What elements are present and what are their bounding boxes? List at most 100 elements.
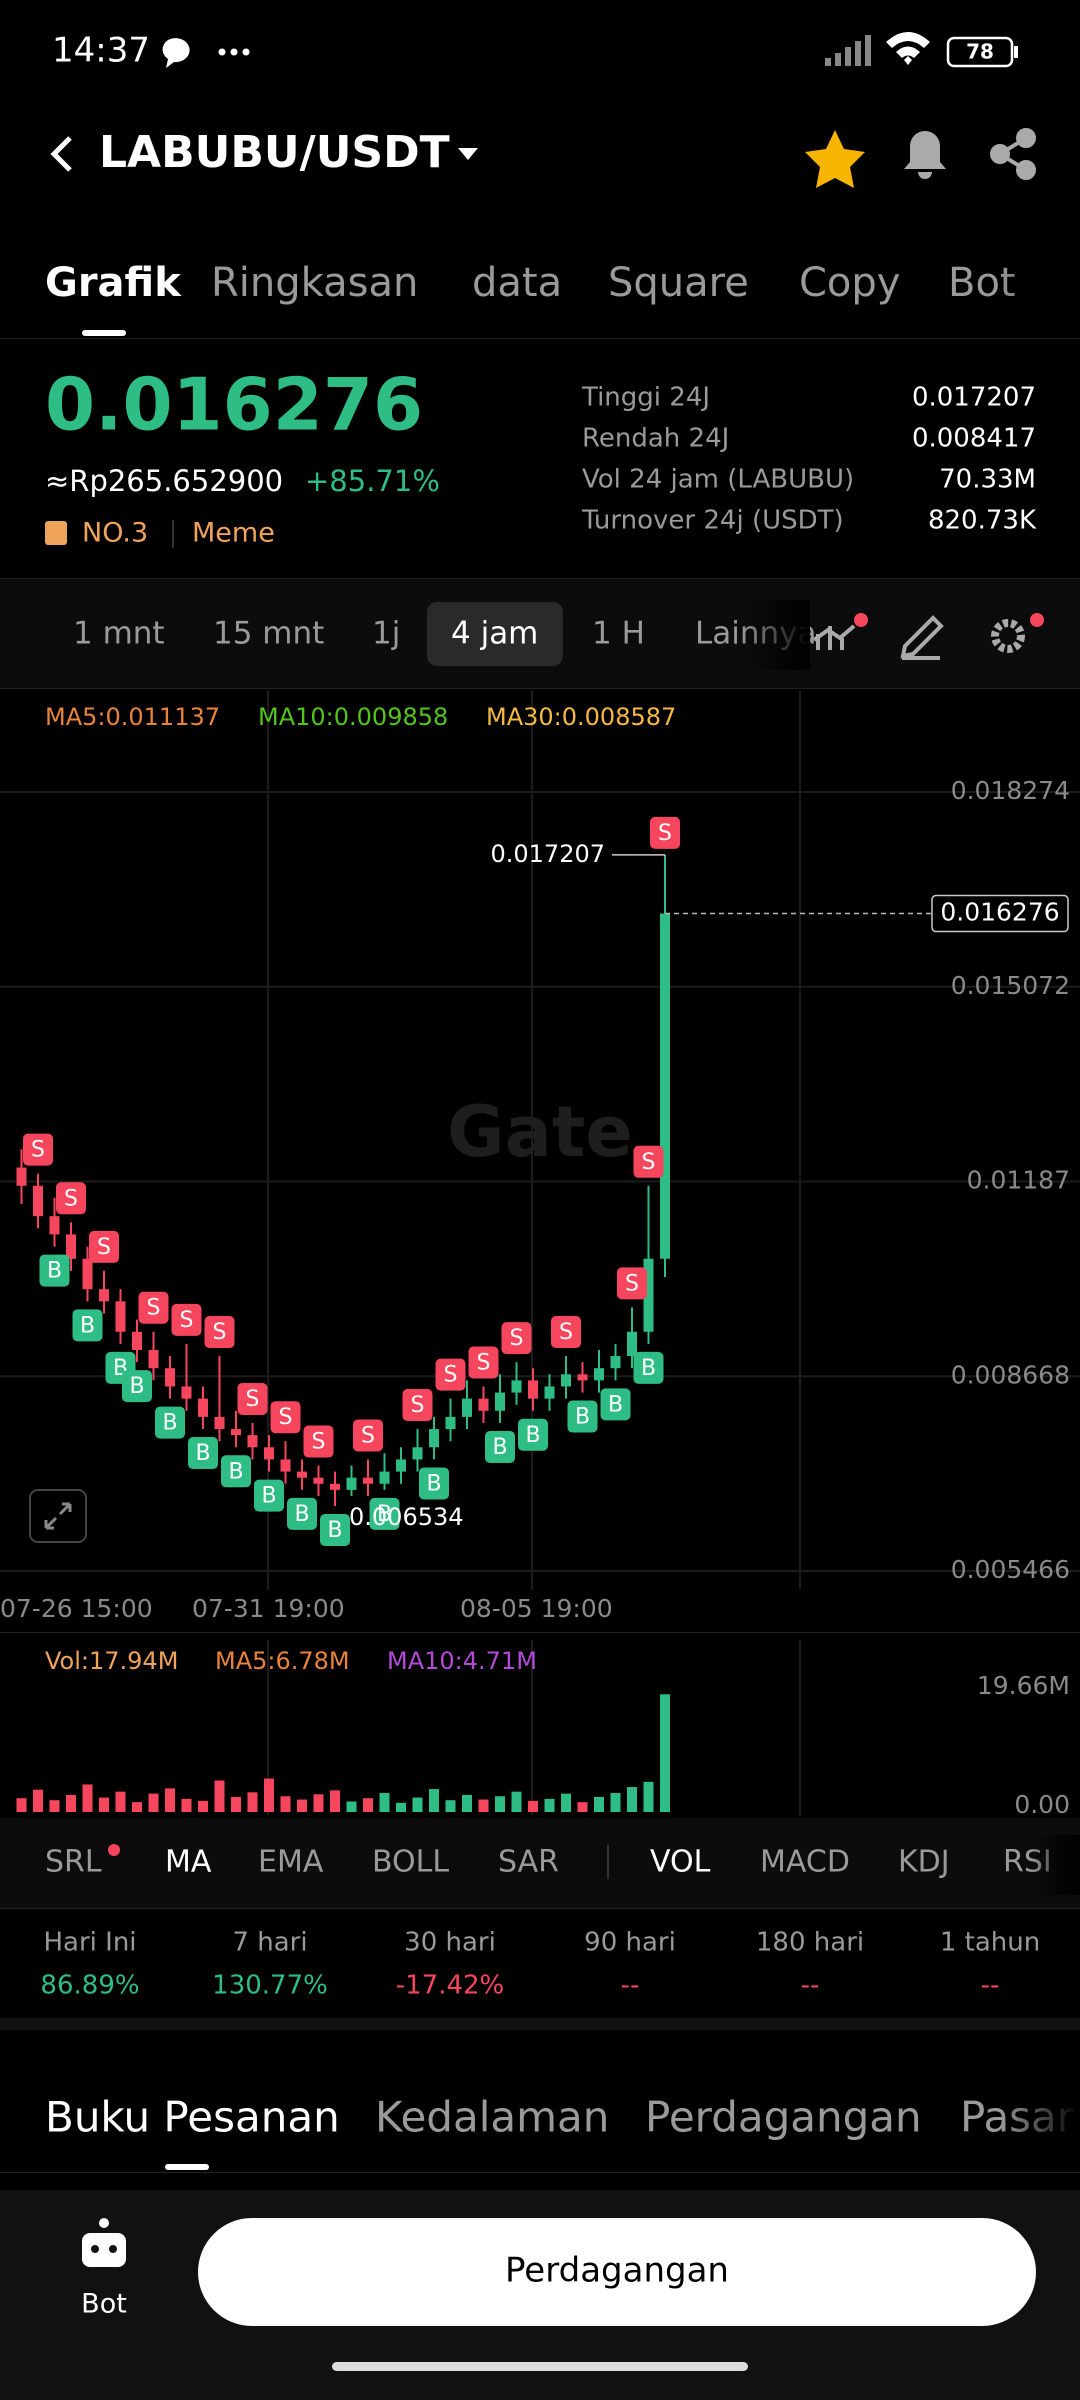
volume-bar — [82, 1784, 93, 1812]
trade-marker — [617, 1267, 647, 1300]
trade-marker — [270, 1401, 301, 1434]
book-tab[interactable]: Kedalaman — [375, 2093, 609, 2142]
interval[interactable]: 1 mnt — [73, 616, 165, 652]
candle-body — [346, 1477, 357, 1490]
pair-title[interactable]: LABUBU/USDT — [99, 127, 450, 178]
trade-marker — [23, 1133, 53, 1166]
tab[interactable]: data — [472, 260, 562, 306]
indicator-tab[interactable]: SAR — [498, 1845, 559, 1880]
trade-marker-label: B — [195, 1441, 210, 1466]
trade-marker-label: B — [129, 1374, 144, 1399]
trade-marker — [501, 1322, 532, 1355]
low-label: 0.006534 — [349, 1503, 464, 1531]
back-button[interactable] — [50, 136, 72, 172]
indicator-tab[interactable]: KDJ — [898, 1845, 950, 1880]
return-value: -- — [981, 1971, 1000, 2001]
volume-bar — [561, 1793, 571, 1812]
section-gap — [0, 2018, 1080, 2030]
pair-dropdown[interactable] — [458, 148, 478, 160]
tab[interactable]: Square — [608, 260, 749, 306]
book-tab[interactable]: Buku Pesanan — [45, 2093, 340, 2142]
volume-bar — [165, 1788, 175, 1812]
volume-bar — [445, 1800, 456, 1812]
indicator-tab[interactable]: MA — [165, 1845, 212, 1880]
candle-body — [16, 1167, 27, 1186]
trade-marker — [188, 1437, 218, 1470]
price-tick-label: 0.018274 — [951, 776, 1070, 805]
candle-body — [66, 1234, 76, 1259]
volume-bar — [33, 1789, 43, 1812]
divider — [0, 338, 1080, 339]
status-time: 14:37 — [52, 31, 150, 71]
trade-marker — [221, 1455, 251, 1488]
candle-body — [495, 1392, 505, 1411]
indicator-tab[interactable]: EMA — [258, 1845, 324, 1880]
trade-marker — [353, 1419, 383, 1452]
volume-tick-label: 19.66M — [977, 1671, 1070, 1700]
indicator-tab[interactable]: SRL — [45, 1845, 102, 1880]
trade-marker-label: B — [47, 1259, 62, 1284]
battery-level: 78 — [966, 40, 994, 64]
trade-marker-label: S — [147, 1296, 161, 1321]
candle-body — [165, 1368, 175, 1387]
trade-marker — [56, 1182, 86, 1215]
trade-marker-label: B — [575, 1405, 590, 1430]
volume-bar — [148, 1793, 159, 1812]
candle-body — [528, 1380, 538, 1399]
last-price: 0.016276 — [45, 363, 423, 447]
trade-marker-label: S — [279, 1405, 293, 1430]
volume-bar — [231, 1796, 241, 1812]
candle-body — [396, 1459, 406, 1472]
volume-bar — [577, 1802, 588, 1812]
candle-body — [264, 1447, 274, 1460]
alert-icon[interactable] — [904, 131, 946, 179]
favorite-icon[interactable] — [805, 130, 865, 188]
trade-marker-label: B — [80, 1313, 95, 1338]
tab[interactable]: Copy — [799, 260, 900, 306]
share-icon[interactable] — [990, 128, 1036, 180]
price-tick-label: 0.005466 — [951, 1555, 1070, 1584]
trade-button[interactable] — [198, 2218, 1036, 2326]
separator — [607, 1845, 609, 1879]
candle-body — [214, 1416, 225, 1430]
stat-value: 0.008417 — [912, 424, 1036, 454]
tag: Meme — [192, 518, 275, 549]
trade-button-label[interactable]: Perdagangan — [505, 2251, 729, 2291]
trade-marker-label: S — [642, 1150, 656, 1175]
chart-settings-icon[interactable] — [991, 613, 1044, 653]
tab[interactable]: Grafik — [45, 260, 182, 306]
fullscreen-button[interactable] — [29, 1489, 87, 1543]
draw-tool-icon[interactable] — [900, 615, 944, 660]
volume-bar — [379, 1792, 390, 1812]
indicator-tab[interactable]: VOL — [650, 1845, 711, 1880]
volume-bar — [16, 1798, 27, 1812]
interval[interactable]: 1j — [372, 616, 400, 652]
bot-label[interactable]: Bot — [81, 2289, 127, 2320]
indicator-settings-icon[interactable] — [812, 613, 868, 650]
trade-marker-label: S — [559, 1320, 573, 1345]
trade-marker-label: S — [312, 1430, 326, 1455]
trade-marker-label: B — [525, 1423, 540, 1448]
candle-body — [445, 1416, 456, 1430]
volume-bar — [544, 1798, 555, 1812]
book-tab[interactable]: Perdagangan — [645, 2093, 922, 2142]
interval[interactable]: 1 H — [592, 616, 645, 652]
trade-marker — [633, 1145, 664, 1178]
tab[interactable]: Ringkasan — [211, 260, 418, 306]
indicator-tab[interactable]: BOLL — [372, 1845, 449, 1880]
interval[interactable]: 15 mnt — [213, 616, 324, 652]
price-tick-label: 0.01187 — [967, 1166, 1070, 1195]
trade-marker — [551, 1316, 581, 1349]
price-change: +85.71% — [305, 464, 440, 498]
return-period: 30 hari — [404, 1928, 496, 1958]
trade-marker — [600, 1388, 631, 1421]
trade-marker — [138, 1291, 169, 1324]
candle-body — [247, 1435, 258, 1448]
indicator-tab[interactable]: MACD — [760, 1845, 850, 1880]
interval[interactable]: 4 jam — [451, 616, 538, 652]
interval-active-bg — [427, 602, 563, 666]
return-value: -17.42% — [396, 1971, 505, 2001]
bot-icon[interactable] — [82, 2218, 126, 2267]
